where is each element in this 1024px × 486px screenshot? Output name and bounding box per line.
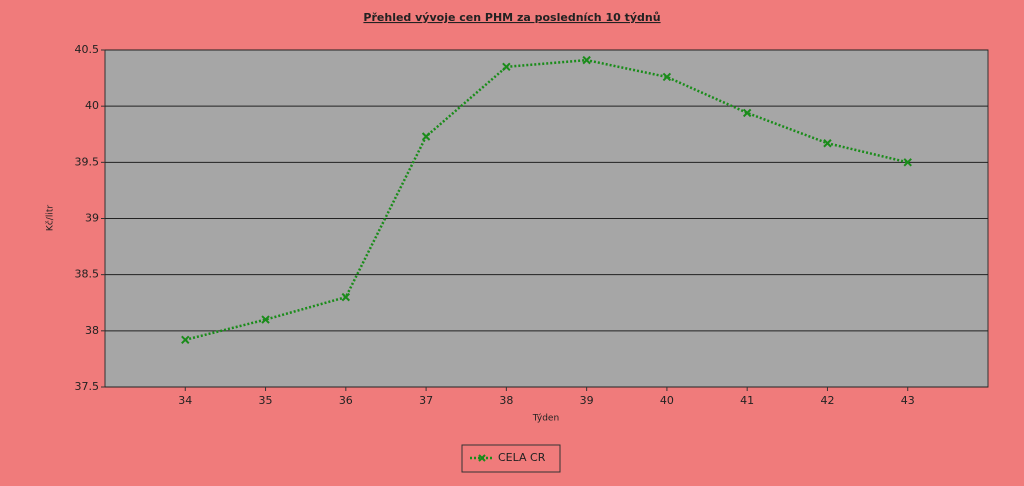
data-point (181, 335, 190, 345)
legend (461, 444, 561, 473)
x-tick-label: 37 (419, 394, 433, 407)
legend-marker (478, 454, 486, 462)
x-tick-label: 35 (259, 394, 273, 407)
legend-label: CELA CR (498, 451, 546, 464)
x-tick-label: 34 (178, 394, 192, 407)
y-tick-label: 40.5 (75, 43, 100, 56)
data-point (502, 62, 511, 72)
data-point (662, 72, 672, 82)
y-tick-label: 38 (85, 324, 99, 337)
y-tick-label: 38.5 (75, 268, 100, 281)
y-tick-label: 37.5 (75, 380, 100, 393)
data-point (341, 292, 351, 302)
y-tick-label: 39 (85, 212, 99, 225)
x-tick-label: 38 (499, 394, 513, 407)
series-line (184, 58, 909, 342)
x-tick-label: 42 (820, 394, 834, 407)
x-tick-label: 40 (660, 394, 674, 407)
data-point (421, 132, 431, 141)
x-tick-label: 36 (339, 394, 353, 407)
x-axis-label: Týden (532, 414, 559, 424)
data-point (823, 139, 832, 148)
x-tick-label: 41 (740, 394, 754, 407)
chart-title: Přehled vývoje cen PHM za posledních 10 … (363, 11, 660, 24)
x-tick-label: 43 (901, 394, 915, 407)
x-tick-label: 39 (580, 394, 594, 407)
y-tick-label: 39.5 (75, 155, 100, 168)
y-tick-label: 40 (85, 99, 99, 112)
y-axis-label: Kč/litr (45, 205, 56, 231)
data-point (742, 108, 752, 118)
data-point (261, 315, 270, 324)
data-point (582, 55, 591, 65)
data-point (903, 158, 912, 167)
